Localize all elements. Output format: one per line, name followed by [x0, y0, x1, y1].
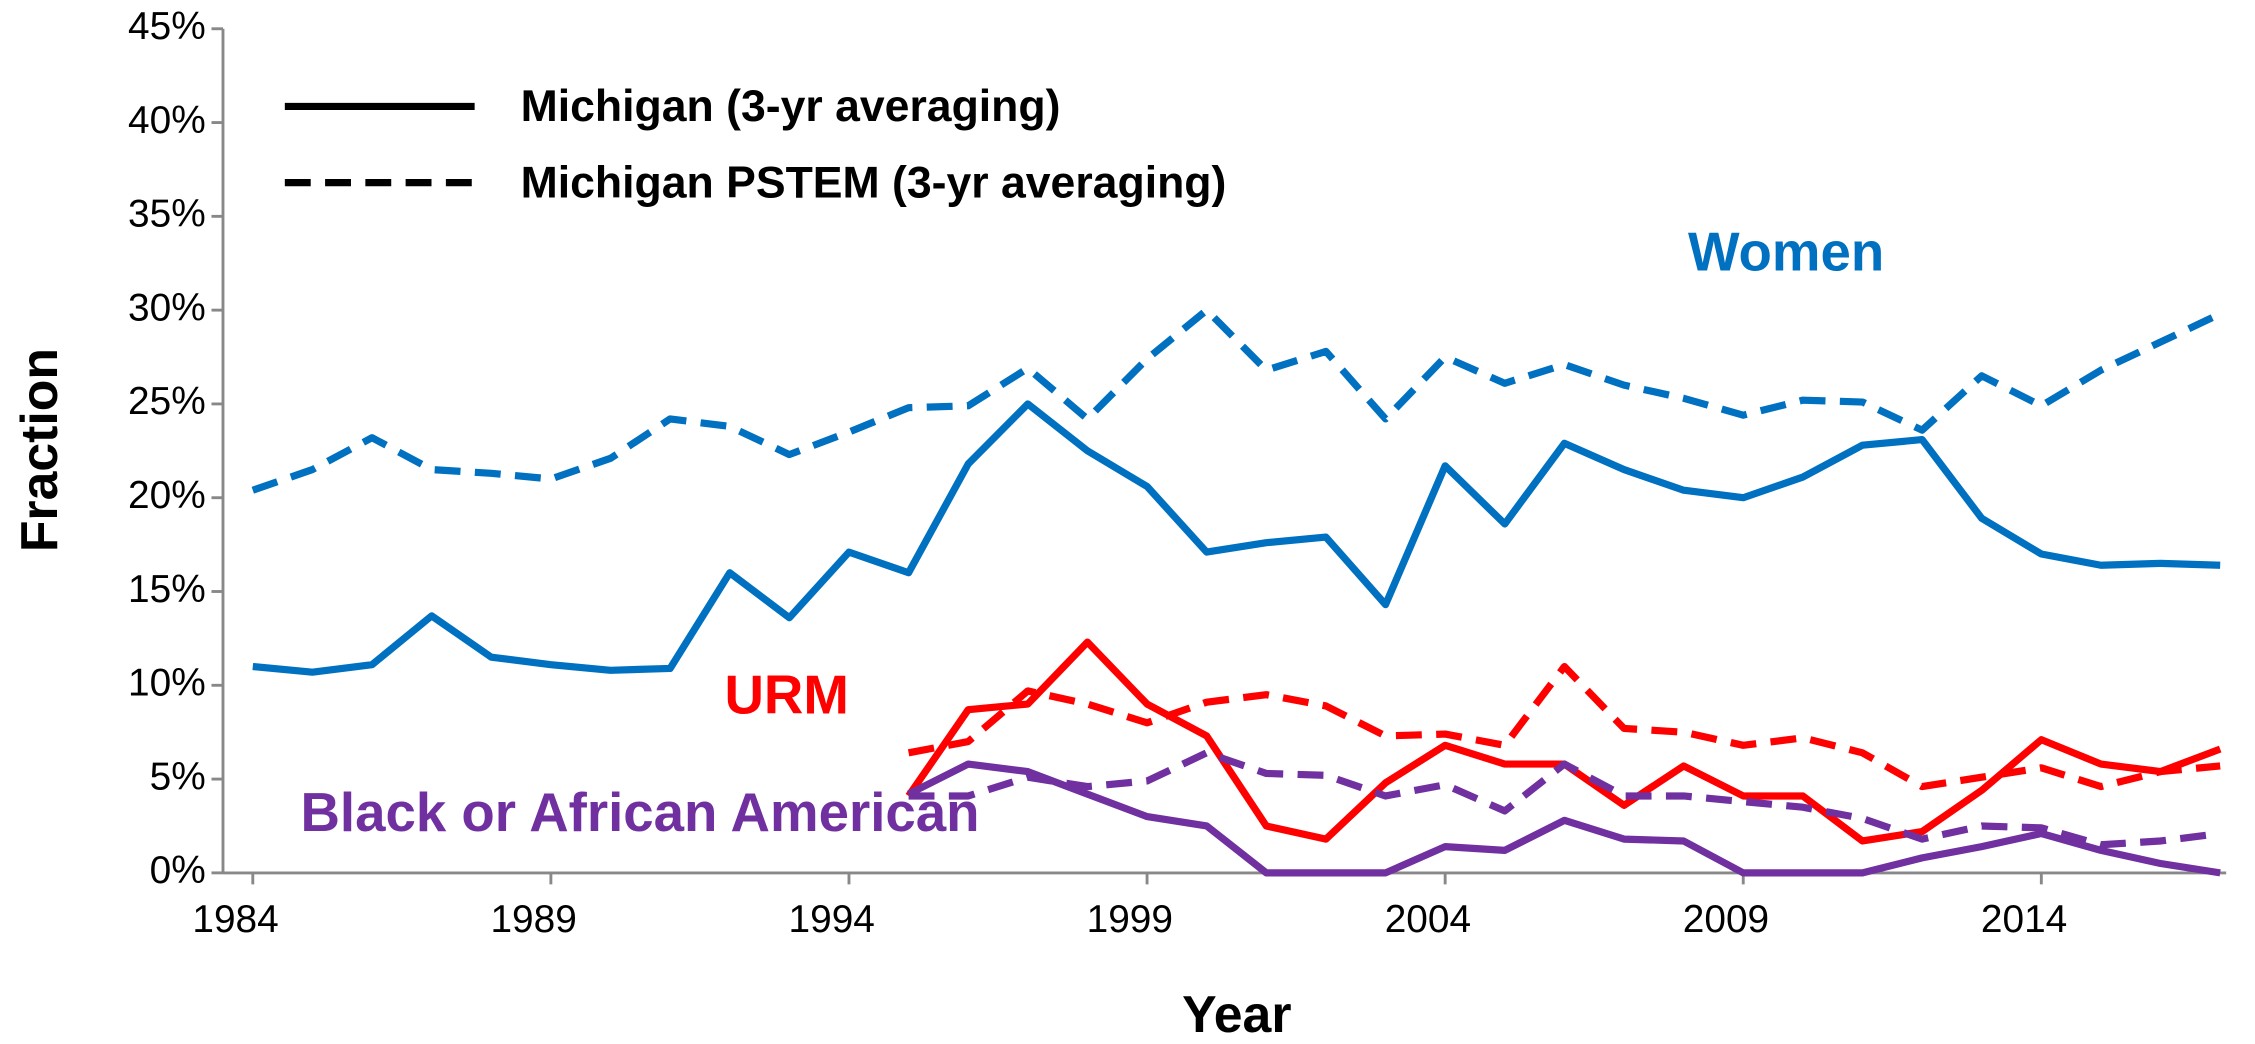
- y-tick-label: 30%: [128, 286, 206, 329]
- y-tick-label: 15%: [128, 568, 206, 611]
- group-label: URM: [724, 664, 848, 725]
- x-axis-title: Year: [1182, 985, 1291, 1043]
- y-axis-title: Fraction: [10, 348, 68, 552]
- series-line: [906, 760, 2221, 877]
- group-label: Black or African American: [300, 782, 979, 843]
- group-label: Women: [1688, 221, 1884, 282]
- y-tick-label: 5%: [150, 755, 206, 798]
- x-tick-label: 2014: [1981, 898, 2067, 941]
- y-tick-label: 0%: [150, 849, 206, 892]
- series-line: [907, 662, 2221, 791]
- y-tick-label: 20%: [128, 474, 206, 517]
- y-tick-label: 45%: [128, 5, 206, 48]
- y-tick-label: 10%: [128, 662, 206, 705]
- x-tick-label: 1994: [789, 898, 875, 941]
- x-tick-label: 2004: [1385, 898, 1471, 941]
- x-tick-label: 1989: [490, 898, 576, 941]
- x-tick-label: 2009: [1683, 898, 1769, 941]
- legend-label: Michigan (3-yr averaging): [521, 82, 1061, 131]
- y-tick-label: 35%: [128, 193, 206, 236]
- x-tick-label: 1999: [1087, 898, 1173, 941]
- legend-label: Michigan PSTEM (3-yr averaging): [521, 158, 1227, 207]
- series-line: [908, 749, 2221, 849]
- y-tick-label: 40%: [128, 99, 206, 142]
- series-line: [252, 400, 2221, 676]
- series-line: [251, 306, 2222, 494]
- y-tick-label: 25%: [128, 380, 206, 423]
- x-tick-label: 1984: [192, 898, 278, 941]
